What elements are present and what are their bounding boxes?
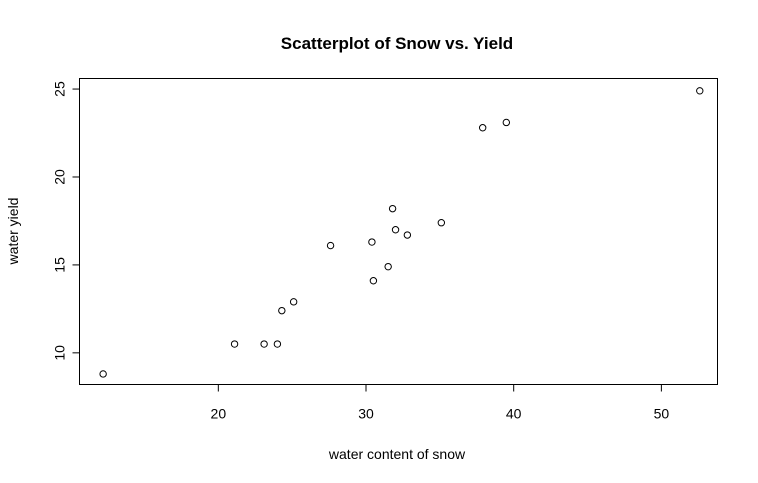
data-point [437, 219, 446, 227]
y-tick-label: 20 [52, 169, 68, 185]
data-point [502, 118, 511, 127]
x-tick-label: 30 [358, 406, 374, 422]
y-tick-label: 15 [52, 257, 68, 273]
data-point [478, 124, 487, 132]
y-axis-label: water yield [5, 198, 21, 266]
data-point [230, 340, 239, 348]
data-point [326, 241, 335, 250]
y-tick-label: 10 [52, 345, 68, 361]
chart-title: Scatterplot of Snow vs. Yield [281, 34, 513, 53]
data-point [391, 226, 400, 234]
data-point [369, 277, 378, 285]
data-point [278, 306, 286, 315]
data-point [368, 238, 376, 246]
data-point [696, 87, 704, 95]
data-point [289, 298, 298, 306]
data-points [99, 87, 704, 378]
x-tick-label: 20 [211, 406, 227, 422]
data-point [388, 204, 397, 213]
data-point [273, 340, 282, 348]
data-point [403, 231, 412, 239]
x-tick-label: 50 [654, 406, 670, 422]
y-axis: 10 15 20 25 [52, 81, 80, 361]
data-point [260, 340, 268, 348]
x-axis-label: water content of snow [328, 446, 466, 462]
plot-frame [79, 78, 718, 385]
y-tick-label: 25 [52, 81, 68, 97]
x-axis: 20 30 40 50 [211, 384, 670, 422]
x-tick-label: 40 [506, 406, 522, 422]
data-point [99, 370, 107, 378]
data-point [384, 262, 392, 271]
